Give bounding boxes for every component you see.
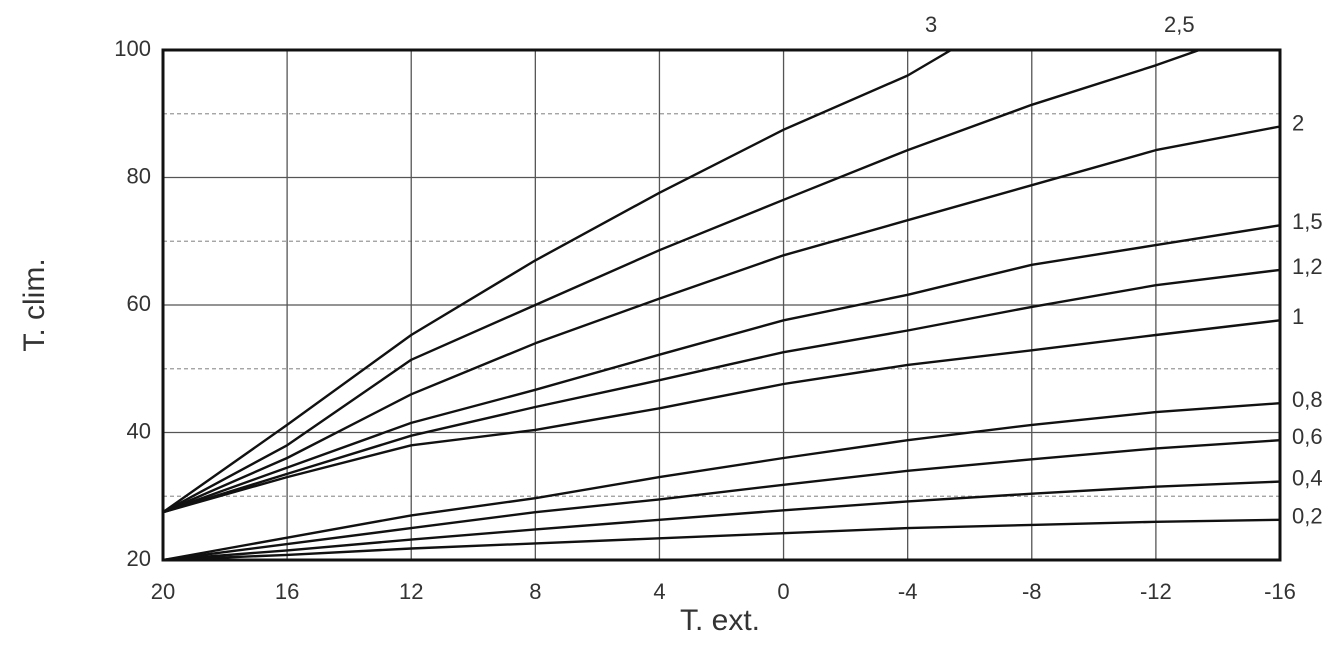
y-tick-label: 80 [127,163,151,188]
curve [162,48,952,514]
y-tick-label: 60 [127,291,151,316]
curve-label: 0,8 [1292,387,1323,412]
x-tick-label: 16 [275,579,299,604]
x-axis-label: T. ext. [680,604,760,637]
curve-label: 0,4 [1292,465,1323,490]
x-tick-label: 12 [399,579,423,604]
y-tick-label: 20 [127,546,151,571]
curve [162,268,1281,514]
x-tick-label: -8 [1022,579,1042,604]
curve [162,48,1200,514]
x-tick-label: 8 [529,579,541,604]
x-tick-label: -4 [898,579,918,604]
curve-label: 3 [925,12,937,37]
curve-label: 1 [1292,304,1304,329]
y-tick-label: 100 [114,36,151,61]
curve-label: 0,6 [1292,424,1323,449]
curve [162,125,1281,514]
curve-label: 0,2 [1292,504,1323,529]
curve-label: 2,5 [1164,12,1195,37]
curve-label: 1,5 [1292,209,1323,234]
curve [162,224,1281,514]
curve-label: 2 [1292,110,1304,135]
x-tick-label: -16 [1264,579,1296,604]
curve-label: 1,2 [1292,254,1323,279]
x-tick-label: 4 [653,579,665,604]
x-tick-label: -12 [1140,579,1172,604]
plot-frame [161,48,1282,562]
curve [162,480,1281,562]
x-tick-label: 20 [151,579,175,604]
y-tick-label: 40 [127,418,151,443]
curve [162,402,1281,562]
y-axis-label: T. clim. [18,258,51,351]
curve [162,319,1281,514]
x-tick-label: 0 [777,579,789,604]
curve [162,439,1281,562]
curve [162,518,1281,562]
